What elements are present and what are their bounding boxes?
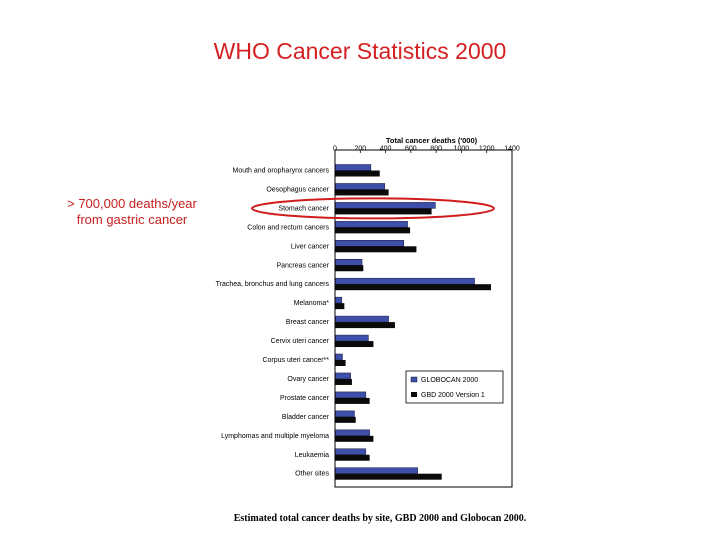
bar-gbd xyxy=(335,397,370,404)
annotation-line-2: from gastric cancer xyxy=(76,212,188,227)
bar-globocan xyxy=(335,259,363,266)
category-label: Prostate cancer xyxy=(280,395,330,402)
category-label: Liver cancer xyxy=(291,243,330,250)
bar-globocan xyxy=(335,164,372,171)
legend-box xyxy=(405,370,504,404)
bar-globocan xyxy=(335,221,408,228)
category-label: Oesophagus cancer xyxy=(266,186,329,193)
bar-gbd xyxy=(335,227,411,234)
bar-globocan xyxy=(335,240,405,247)
bar-globocan xyxy=(335,467,418,474)
category-label: Pancreas cancer xyxy=(276,262,329,269)
category-label: Melanoma* xyxy=(294,300,330,307)
bar-gbd xyxy=(335,473,442,480)
category-label: Ovary cancer xyxy=(287,376,329,383)
bar-gbd xyxy=(335,246,417,253)
category-label: Leukaemia xyxy=(295,452,329,459)
annotation-text: > 700,000 deaths/year from gastric cance… xyxy=(52,196,212,228)
bar-gbd xyxy=(335,378,352,385)
bar-gbd xyxy=(335,454,370,461)
bar-globocan xyxy=(335,372,351,380)
legend-label-globocan: GLOBOCAN 2000 xyxy=(421,377,478,384)
category-label: Mouth and oropharynx cancers xyxy=(233,168,330,175)
x-tick-label: 1000 xyxy=(454,146,470,153)
bar-gbd xyxy=(335,170,380,177)
bar-gbd xyxy=(335,341,374,348)
category-label: Colon and rectum cancers xyxy=(247,224,329,231)
bar-gbd xyxy=(335,189,389,196)
category-label: Breast cancer xyxy=(286,319,330,326)
x-tick-label: 1400 xyxy=(504,146,520,153)
x-tick-label: 600 xyxy=(405,146,417,153)
bar-gbd xyxy=(335,284,492,291)
x-tick-label: 0 xyxy=(333,146,337,153)
slide-title: WHO Cancer Statistics 2000 xyxy=(213,38,507,64)
bar-globocan xyxy=(335,202,436,209)
bar-gbd xyxy=(335,265,364,272)
category-label: Corpus uteri cancer** xyxy=(262,357,329,364)
bar-globocan xyxy=(335,410,355,418)
highlight-ellipse xyxy=(251,197,495,220)
bar-globocan xyxy=(335,391,367,399)
bar-gbd xyxy=(335,435,374,442)
category-label: Lymphomas and multiple myeloma xyxy=(221,433,329,440)
bar-gbd xyxy=(335,322,395,329)
bar-globocan xyxy=(335,296,343,304)
legend-label-gbd: GBD 2000 Version 1 xyxy=(421,392,485,399)
bar-gbd xyxy=(335,303,345,310)
bar-globocan xyxy=(335,429,370,437)
chart-caption: Estimated total cancer deaths by site, G… xyxy=(233,513,527,524)
x-tick-label: 200 xyxy=(354,146,366,153)
x-tick-label: 800 xyxy=(430,146,442,153)
legend-swatch-gbd xyxy=(411,392,417,397)
category-label: Other sites xyxy=(295,471,329,478)
plot-frame xyxy=(334,149,513,488)
bar-globocan xyxy=(335,353,343,361)
annotation-line-1: > 700,000 deaths/year xyxy=(67,196,197,211)
category-label: Trachea, bronchus and lung cancers xyxy=(216,281,330,288)
bar-globocan xyxy=(335,277,475,285)
bar-gbd xyxy=(335,360,346,366)
category-label: Cervix uteri cancer xyxy=(271,338,330,345)
bar-globocan xyxy=(335,334,369,342)
x-tick-label: 400 xyxy=(380,146,392,153)
x-tick-label: 1200 xyxy=(479,146,495,153)
bar-globocan xyxy=(335,448,367,455)
bar-globocan xyxy=(335,315,389,323)
bar-gbd xyxy=(335,208,432,215)
bar-gbd xyxy=(335,416,356,423)
bar-globocan xyxy=(335,183,386,190)
category-label: Bladder cancer xyxy=(282,414,330,421)
x-axis-title: Total cancer deaths ('000) xyxy=(386,136,478,145)
legend-swatch-globocan xyxy=(410,376,418,383)
category-label: Stomach cancer xyxy=(278,205,329,212)
